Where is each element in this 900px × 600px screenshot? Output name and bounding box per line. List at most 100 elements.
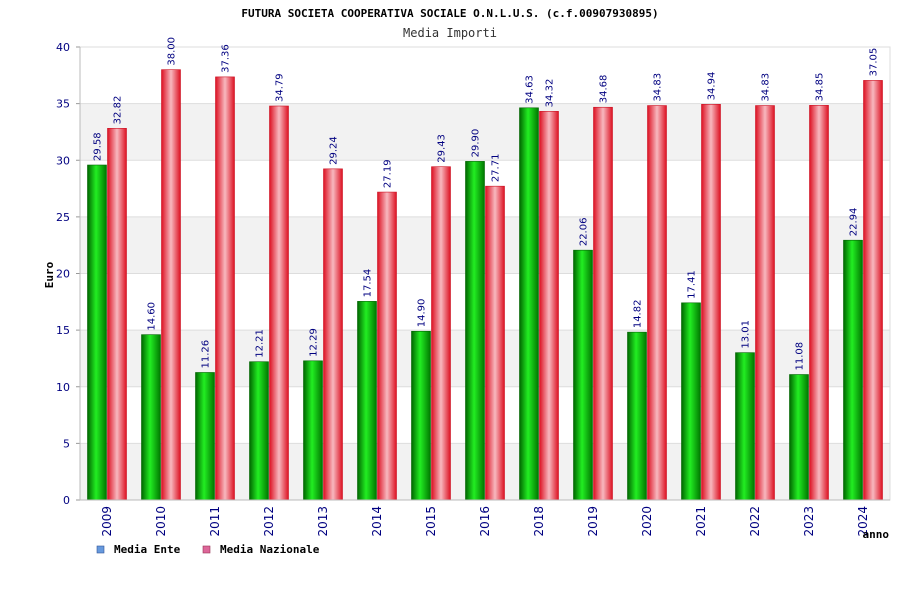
x-tick-label: 2020 (640, 506, 654, 537)
x-tick-label: 2019 (586, 506, 600, 537)
data-label: 34.68 (599, 75, 610, 104)
data-label: 12.21 (255, 329, 266, 358)
bar-media-ente (141, 334, 161, 501)
legend-label-ente: Media Ente (114, 543, 181, 556)
legend: Media Ente Media Nazionale (96, 543, 320, 556)
data-label: 27.71 (491, 154, 502, 183)
data-label: 13.01 (741, 320, 752, 349)
bar-media-nazionale (269, 105, 289, 501)
bar-media-ente (249, 361, 269, 501)
bar-media-nazionale (863, 80, 883, 501)
x-tick-label: 2018 (532, 506, 546, 537)
x-tick-label: 2014 (370, 506, 384, 537)
x-tick-label: 2021 (694, 506, 708, 537)
data-label: 14.82 (633, 300, 644, 329)
data-label: 29.24 (329, 136, 340, 165)
x-axis-label: anno (863, 528, 890, 541)
bar-media-nazionale (107, 128, 127, 501)
legend-swatch-ente (96, 545, 105, 554)
bar-media-nazionale (755, 105, 775, 501)
bar-media-nazionale (809, 105, 829, 501)
bar-media-nazionale (215, 76, 235, 501)
bar-media-ente (789, 374, 809, 501)
bar-media-ente (735, 352, 755, 501)
plot-band (80, 103, 890, 161)
data-label: 34.83 (653, 73, 664, 102)
data-label: 29.58 (93, 132, 104, 161)
data-label: 34.85 (815, 73, 826, 102)
x-tick-label: 2012 (262, 506, 276, 537)
x-tick-label: 2022 (748, 506, 762, 537)
bar-media-ente (843, 239, 863, 501)
data-label: 34.79 (275, 73, 286, 102)
x-tick-label: 2013 (316, 506, 330, 537)
x-tick-label: 2010 (154, 506, 168, 537)
plot-band (80, 273, 890, 331)
legend-label-nazionale: Media Nazionale (220, 543, 320, 556)
data-label: 34.83 (761, 73, 772, 102)
plot-band (80, 216, 890, 274)
x-tick-label: 2011 (208, 506, 222, 537)
bar-media-nazionale (161, 69, 181, 501)
plot-band (80, 160, 890, 217)
x-tick-label: 2023 (802, 506, 816, 537)
chart-subtitle: Media Importi (403, 26, 497, 40)
x-tick-label: 2016 (478, 506, 492, 537)
data-label: 29.90 (471, 129, 482, 158)
data-label: 12.29 (309, 328, 320, 357)
plot-band (80, 47, 890, 104)
bars-group (87, 69, 883, 501)
data-label: 11.08 (795, 342, 806, 371)
bar-media-nazionale (647, 105, 667, 501)
bar-media-ente (87, 164, 107, 501)
data-label: 11.26 (201, 340, 212, 369)
bar-media-ente (465, 161, 485, 501)
data-label: 37.36 (221, 44, 232, 73)
bar-media-nazionale (701, 104, 721, 501)
data-label: 27.19 (383, 159, 394, 188)
chart-title: FUTURA SOCIETA COOPERATIVA SOCIALE O.N.L… (241, 7, 658, 20)
data-label: 17.54 (363, 269, 374, 298)
y-axis-label: Euro (43, 261, 56, 288)
y-tick-label: 0 (63, 494, 70, 507)
bar-media-nazionale (377, 191, 397, 501)
y-tick-label: 10 (56, 381, 70, 394)
x-tick-label: 2015 (424, 506, 438, 537)
plot-background (79, 46, 891, 501)
data-label: 37.05 (869, 48, 880, 77)
x-axis-ticks: 2009 2010 2011 2012 2013 2014 2015 2016 2018 2019… (100, 506, 870, 537)
data-label: 14.90 (417, 299, 428, 328)
data-label: 22.06 (579, 218, 590, 247)
y-axis-ticks: 0 5 10 15 20 25 30 35 40 (56, 41, 890, 507)
bar-media-nazionale (539, 111, 559, 501)
bar-media-nazionale (323, 168, 343, 501)
y-tick-label: 20 (56, 268, 70, 281)
plot-band (80, 386, 890, 444)
bar-media-ente (573, 249, 593, 501)
bar-media-nazionale (485, 185, 505, 501)
data-label: 34.94 (707, 72, 718, 101)
bar-media-ente (627, 331, 647, 501)
y-tick-label: 25 (56, 211, 70, 224)
x-tick-label: 2009 (100, 506, 114, 537)
y-tick-label: 30 (56, 154, 70, 167)
bar-media-ente (303, 360, 323, 501)
data-label: 14.60 (147, 302, 158, 331)
data-label: 17.41 (687, 270, 698, 299)
data-label: 34.32 (545, 79, 556, 108)
data-label: 34.63 (525, 75, 536, 104)
plot-band (80, 330, 890, 387)
plot-band (80, 443, 890, 500)
bar-media-ente (357, 301, 377, 501)
data-label: 38.00 (167, 37, 178, 66)
bar-media-ente (195, 372, 215, 501)
x-tick-label: 2024 (856, 506, 870, 537)
y-tick-label: 15 (56, 324, 70, 337)
bar-media-nazionale (593, 106, 613, 501)
y-tick-label: 40 (56, 41, 70, 54)
bar-media-ente (519, 107, 539, 501)
bar-media-ente (411, 330, 431, 501)
bar-media-ente (681, 302, 701, 501)
y-tick-label: 35 (56, 98, 70, 111)
